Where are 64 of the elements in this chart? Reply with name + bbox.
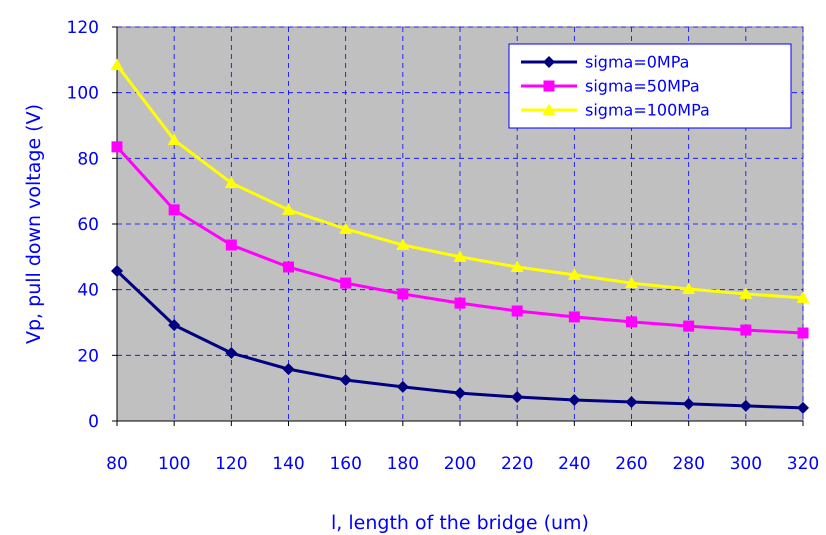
point [510,260,524,272]
x-axis-title: l, length of the bridge (um) [331,512,589,534]
x-tick-label: 80 [106,454,128,474]
x-tick-label: 320 [786,454,820,474]
point [626,316,637,328]
point [112,141,122,152]
y-tick-label: 40 [77,280,99,301]
point [568,311,580,322]
y-tick-label: 120 [66,18,99,38]
y-tick-label: 0 [88,412,99,432]
point [568,394,580,406]
y-tick-label: 100 [66,84,99,104]
x-tick-label: 260 [615,454,648,474]
point [397,288,408,300]
point [683,320,694,332]
point [797,402,809,414]
point [740,324,752,336]
x-tick-label: 120 [215,454,248,474]
x-tick-label: 200 [444,454,476,474]
point [454,298,466,309]
point [111,264,123,277]
point [682,398,695,410]
point [798,328,808,339]
y-tick-label: 80 [77,149,99,170]
point [396,380,409,393]
point [454,250,466,262]
point [168,319,180,332]
x-tick-label: 240 [558,454,591,474]
point [282,203,295,215]
point [340,278,352,289]
x-tick-label: 140 [272,454,305,474]
y-axis-title: Vp, pull down voltage (V) [23,104,45,344]
point [512,306,523,317]
point [339,222,352,234]
legend-label: sigma=100MPa [585,100,710,120]
point [283,262,294,273]
x-tick-label: 280 [672,454,705,474]
x-tick-label: 300 [730,454,762,474]
x-tick-label: 180 [386,454,420,474]
legend-label: sigma=0MPa [585,52,690,72]
point [454,387,466,400]
point [282,363,294,376]
x-tick-label: 160 [329,454,362,474]
point [511,391,524,404]
y-tick-label: 60 [77,214,99,235]
point [168,204,180,216]
point [796,291,810,303]
point [110,58,124,70]
y-tick-label: 20 [77,346,99,366]
point [739,287,752,299]
x-tick-label: 100 [158,454,190,474]
legend-label: sigma=50MPa [585,76,700,96]
point [682,282,696,294]
point [740,400,752,412]
point [340,374,352,386]
point [626,396,638,408]
point [625,276,638,288]
point [168,133,181,145]
point [568,268,581,280]
point [224,176,238,188]
point [396,238,410,250]
point [225,347,238,360]
point [226,240,237,251]
x-tick-label: 220 [500,454,534,474]
